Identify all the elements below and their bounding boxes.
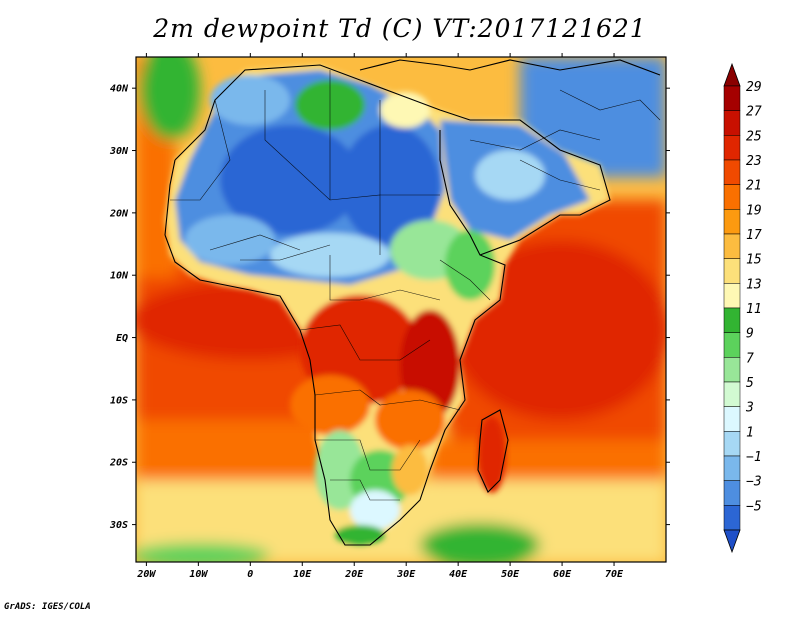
colorbar-label: 21 xyxy=(746,179,762,194)
colorbar-swatch xyxy=(723,480,741,506)
colorbar-under-arrow xyxy=(723,529,741,554)
latitude-labels: 40N 30N 20N 10N EQ 10S 20S 30S xyxy=(109,84,129,531)
colorbar-label: −3 xyxy=(746,475,762,490)
colorbar-label: 15 xyxy=(746,253,762,268)
colorbar-label: 17 xyxy=(746,228,762,243)
lon-label: 50E xyxy=(501,569,520,580)
colorbar-label: 9 xyxy=(746,327,754,342)
lon-label: 10W xyxy=(189,569,208,580)
lon-label: 30E xyxy=(396,569,416,580)
lat-label: 40N xyxy=(110,84,129,95)
colorbar-label: −5 xyxy=(746,499,762,514)
dewpoint-field xyxy=(136,57,666,562)
colorbar-label: 5 xyxy=(746,376,754,391)
lon-label: 70E xyxy=(605,569,624,580)
plot-title: 2m dewpoint Td (C) VT:2017121621 xyxy=(153,14,647,43)
plot-frame xyxy=(135,56,667,563)
colorbar-swatch xyxy=(723,209,741,235)
lat-label: 10S xyxy=(110,395,128,406)
colorbar-swatch xyxy=(723,110,741,136)
colorbar-label: 3 xyxy=(745,401,754,416)
lat-label: 10N xyxy=(110,271,129,282)
colorbar-swatch xyxy=(723,357,741,383)
colorbar-label: 27 xyxy=(746,105,762,120)
colorbar-swatch xyxy=(723,258,741,284)
colorbar-swatch xyxy=(723,85,741,111)
colorbar-swatch xyxy=(723,307,741,333)
colorbar-label: 19 xyxy=(746,203,762,218)
colorbar-over-arrow xyxy=(723,62,741,87)
colorbar-swatch xyxy=(723,184,741,210)
lon-label: 60E xyxy=(553,569,572,580)
lon-label: 10E xyxy=(293,569,312,580)
lat-label: 30N xyxy=(109,146,129,157)
colorbar-label: 11 xyxy=(746,302,762,317)
colorbar-label: 23 xyxy=(746,154,762,169)
colorbar-swatch xyxy=(723,283,741,309)
colorbar-label: 29 xyxy=(746,80,762,95)
longitude-labels: 20W 10W 0 10E 20E 30E 40E 50E 60E 70E xyxy=(136,569,624,580)
credit-text: GrADS: IGES/COLA xyxy=(4,602,91,612)
lon-label: 20W xyxy=(136,569,156,580)
lon-label: 20E xyxy=(344,569,364,580)
colorbar-swatch xyxy=(723,505,741,531)
colorbar-label: −1 xyxy=(746,450,762,465)
lon-label: 40E xyxy=(449,569,468,580)
lon-label: 0 xyxy=(247,569,253,580)
colorbar-swatch xyxy=(723,332,741,358)
colorbar: 29 27 25 23 21 19 17 15 13 11 9 7 5 3 1 −1 −3 −5 xyxy=(723,62,762,554)
colorbar-swatch xyxy=(723,431,741,457)
coastlines xyxy=(164,59,661,546)
colorbar-swatch xyxy=(723,455,741,481)
colorbar-swatch xyxy=(723,233,741,259)
lat-label: 30S xyxy=(109,520,128,531)
colorbar-swatch xyxy=(723,381,741,407)
colorbar-swatch xyxy=(723,159,741,185)
colorbar-swatch xyxy=(723,406,741,432)
country-borders xyxy=(170,70,661,501)
lat-label: 20N xyxy=(109,208,129,219)
lat-label: 20S xyxy=(109,458,128,469)
colorbar-swatch xyxy=(723,135,741,161)
lat-label: EQ xyxy=(116,333,128,344)
colorbar-label: 25 xyxy=(746,129,762,144)
colorbar-label: 1 xyxy=(746,425,754,440)
colorbar-label: 13 xyxy=(746,277,762,292)
colorbar-label: 7 xyxy=(746,351,754,366)
axis-ticks xyxy=(132,53,670,566)
